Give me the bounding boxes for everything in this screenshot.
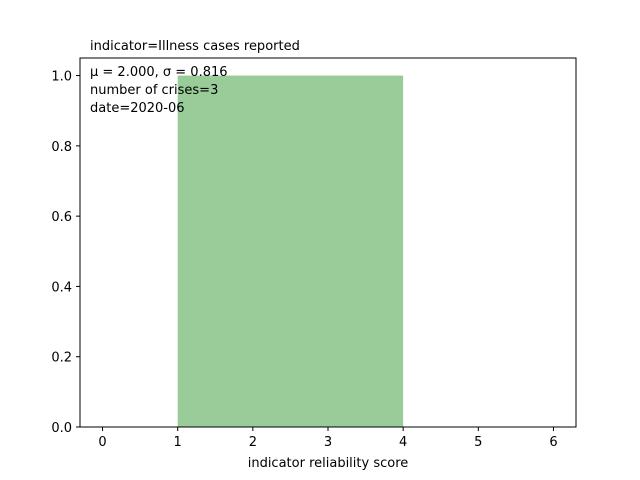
x-tick-label: 3 bbox=[324, 435, 332, 450]
stats-date: date=2020-06 bbox=[90, 101, 185, 116]
stats-crises-count: number of crises=3 bbox=[90, 83, 218, 98]
x-tick-label: 1 bbox=[174, 435, 182, 450]
y-tick-label: 0.0 bbox=[51, 421, 72, 436]
y-tick-label: 0.4 bbox=[51, 280, 72, 295]
x-tick-label: 4 bbox=[399, 435, 407, 450]
y-tick-label: 0.6 bbox=[51, 210, 72, 225]
stats-annotation: μ = 2.000, σ = 0.816 number of crises=3 … bbox=[90, 65, 228, 116]
x-axis-title: indicator reliability score bbox=[248, 456, 409, 471]
x-tick-label: 0 bbox=[98, 435, 106, 450]
histogram-bar-0 bbox=[177, 75, 404, 428]
x-tick-label: 6 bbox=[549, 435, 557, 450]
y-tick-label: 0.2 bbox=[51, 351, 72, 366]
y-tick-label: 0.8 bbox=[51, 140, 72, 155]
x-tick-label: 5 bbox=[474, 435, 482, 450]
plot-area: 0 1 2 3 4 5 6 0.0 0.2 0.4 0.6 0.8 1.0 bbox=[51, 57, 577, 450]
y-tick-label: 1.0 bbox=[51, 70, 72, 85]
x-tick-label: 2 bbox=[249, 435, 257, 450]
chart-title: indicator=Illness cases reported bbox=[90, 39, 300, 54]
stats-mean-std: μ = 2.000, σ = 0.816 bbox=[90, 65, 228, 80]
